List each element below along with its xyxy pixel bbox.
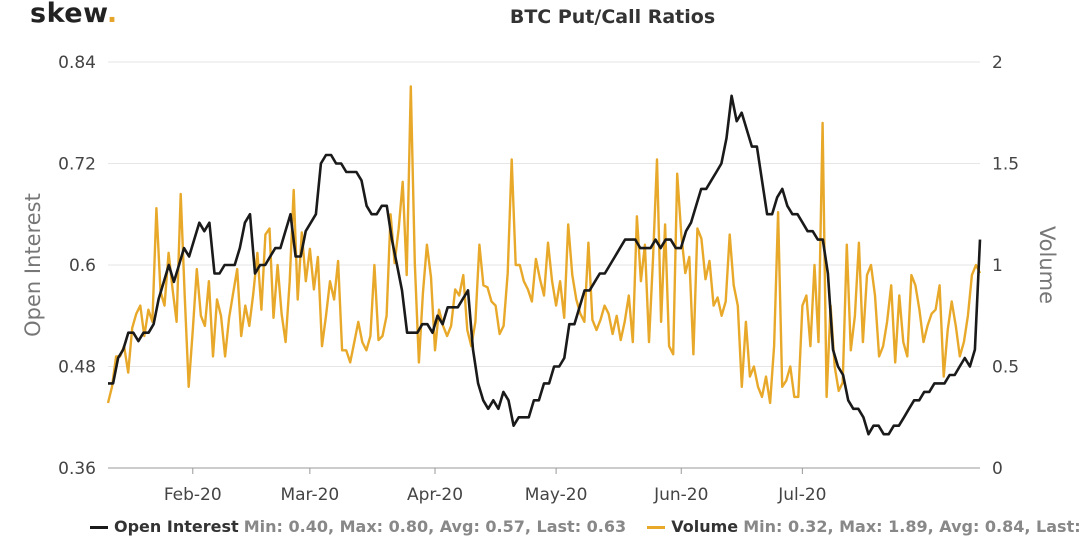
x-tick-label: Feb-20 [164,485,222,505]
y-left-tick-label: 0.72 [58,155,96,175]
legend-stats-volume: Min: 0.32, Max: 1.89, Avg: 0.84, Last: 0… [743,517,1080,536]
y-right-axis-label: Volume [1035,226,1059,304]
y-right-tick-label: 1.5 [992,155,1019,175]
series-line-volume [106,85,982,405]
x-tick-label: Apr-20 [407,485,463,505]
x-tick-label: May-20 [525,485,588,505]
chart-title: BTC Put/Call Ratios [509,6,716,28]
series-line-open-interest [108,94,982,436]
x-tick-label: Mar-20 [280,485,339,505]
y-right-tick-label: 1 [992,256,1003,276]
legend: Open Interest Min: 0.40, Max: 0.80, Avg:… [90,517,1080,536]
legend-swatch-volume [647,526,666,529]
legend-item-open-interest[interactable]: Open Interest Min: 0.40, Max: 0.80, Avg:… [90,517,626,536]
legend-item-volume[interactable]: Volume Min: 0.32, Max: 1.89, Avg: 0.84, … [647,517,1080,536]
legend-label-volume: Volume [671,517,739,536]
x-tick-label: Jun-20 [653,485,708,505]
legend-swatch-open-interest [90,526,108,529]
x-tick-label: Jul-20 [777,485,826,505]
y-right-tick-label: 0 [992,459,1003,479]
y-right-tick-label: 2 [992,53,1003,73]
y-left-tick-label: 0.36 [58,459,96,479]
y-left-axis-label: Open Interest [21,193,45,337]
legend-label-open-interest: Open Interest [114,517,239,536]
y-right-tick-label: 0.5 [992,358,1019,378]
y-left-tick-label: 0.6 [69,256,96,276]
skew-logo: skew. [30,0,118,29]
legend-stats-open-interest: Min: 0.40, Max: 0.80, Avg: 0.57, Last: 0… [243,517,627,536]
y-left-tick-label: 0.48 [58,358,96,378]
y-left-tick-label: 0.84 [58,53,96,73]
